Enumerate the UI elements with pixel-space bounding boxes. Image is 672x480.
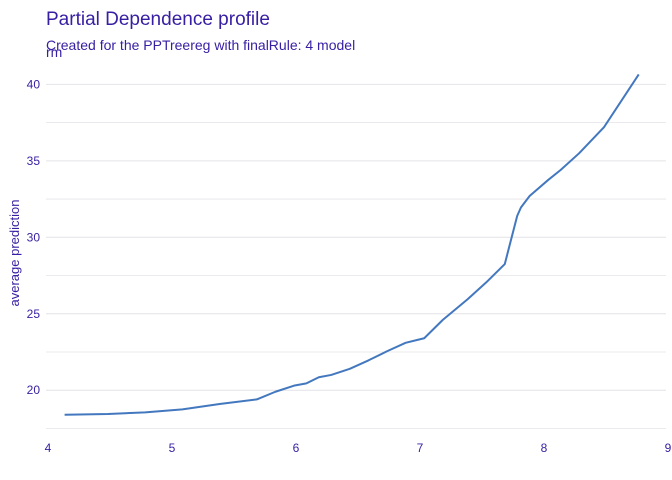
chart-title: Partial Dependence profile [46,9,270,30]
chart-subtitle: Created for the PPTreereg with finalRule… [46,37,355,53]
y-tick-labels: 20 25 30 35 40 [27,77,41,397]
y-tick-label: 40 [27,77,41,91]
x-tick-label: 6 [293,441,300,455]
chart-subtitle-variable: rm [46,44,62,60]
y-tick-label: 25 [27,307,41,321]
series-lines [64,73,640,416]
x-tick-label: 9 [665,441,672,455]
y-axis-title: average prediction [7,200,22,307]
pd-series-line [64,73,640,416]
y-tick-label: 30 [27,230,41,244]
x-tick-labels: 4 5 6 7 8 9 [45,441,672,455]
grid [46,83,666,429]
y-tick-label: 20 [27,383,41,397]
x-tick-label: 4 [45,441,52,455]
x-tick-label: 7 [417,441,424,455]
x-tick-label: 8 [541,441,548,455]
x-tick-label: 5 [169,441,176,455]
y-tick-label: 35 [27,154,41,168]
